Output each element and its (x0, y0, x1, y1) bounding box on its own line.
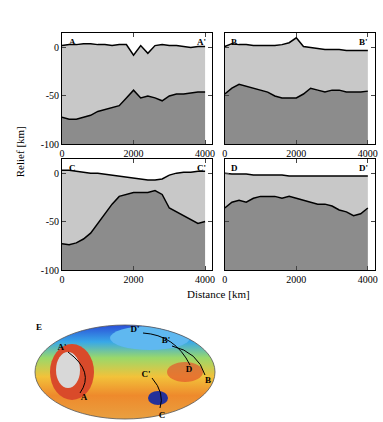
svg-text:4000: 4000 (195, 274, 215, 285)
svg-text:A': A' (58, 342, 67, 352)
svg-text:D': D' (131, 324, 140, 334)
svg-text:0: 0 (60, 148, 65, 159)
svg-text:C: C (69, 163, 76, 173)
svg-text:0: 0 (60, 274, 65, 285)
svg-text:D: D (186, 364, 193, 374)
svg-text:4000: 4000 (358, 274, 378, 285)
svg-text:B: B (231, 37, 237, 47)
svg-text:B': B' (359, 37, 368, 47)
svg-text:B: B (205, 375, 211, 385)
svg-text:-50: -50 (46, 90, 59, 101)
svg-text:C': C' (142, 369, 151, 379)
svg-text:0: 0 (54, 168, 59, 179)
svg-text:D: D (231, 163, 238, 173)
svg-text:A: A (69, 37, 76, 47)
svg-text:2000: 2000 (124, 274, 144, 285)
svg-text:-100: -100 (41, 265, 59, 276)
svg-text:2000: 2000 (286, 148, 306, 159)
svg-text:D': D' (359, 163, 368, 173)
svg-text:A: A (81, 392, 88, 402)
svg-text:0: 0 (222, 274, 227, 285)
svg-text:-100: -100 (41, 139, 59, 150)
svg-text:B': B' (162, 335, 171, 345)
svg-text:4000: 4000 (358, 148, 378, 159)
svg-text:4000: 4000 (195, 148, 215, 159)
svg-text:A': A' (197, 37, 206, 47)
svg-text:-50: -50 (46, 216, 59, 227)
svg-text:C: C (159, 410, 166, 420)
svg-text:Distance [km]: Distance [km] (187, 288, 250, 300)
svg-text:E: E (36, 322, 42, 332)
svg-text:0: 0 (54, 42, 59, 53)
svg-text:2000: 2000 (286, 274, 306, 285)
svg-text:0: 0 (222, 148, 227, 159)
svg-text:C': C' (197, 163, 206, 173)
svg-text:Relief [km]: Relief [km] (14, 126, 26, 177)
svg-text:2000: 2000 (124, 148, 144, 159)
